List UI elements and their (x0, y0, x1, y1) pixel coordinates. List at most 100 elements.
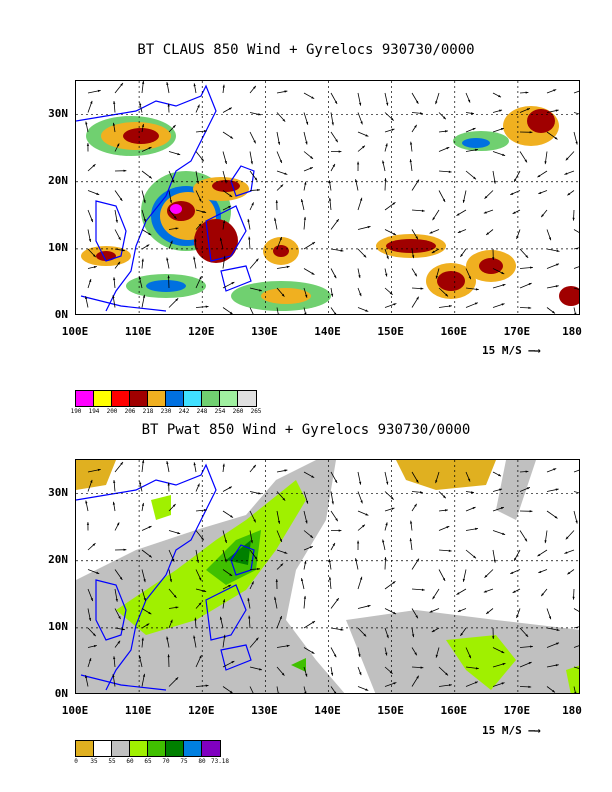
wind-vector-head (483, 211, 487, 214)
lat-tick-label: 10N (48, 619, 68, 633)
wind-vector-head (553, 89, 557, 92)
wind-vector-head (555, 285, 559, 288)
wind-vector-head (328, 197, 332, 201)
wind-vector-head (148, 611, 152, 615)
wind-vector-head (414, 652, 417, 656)
wind-vector-head (525, 255, 529, 258)
wind-vector-head (393, 232, 397, 235)
wind-vector-head (258, 492, 262, 495)
bottom-map-panel (75, 459, 580, 694)
wind-vector-head (530, 645, 533, 648)
wind-vector-head (362, 524, 365, 528)
wind-vector-head (143, 218, 146, 222)
colorbar-label: 242 (178, 408, 190, 415)
wind-vector-head (467, 478, 471, 482)
wind-vector (573, 307, 576, 314)
wind-vector-head (118, 616, 121, 620)
wind-vector-head (86, 143, 90, 146)
wind-vector-head (472, 128, 476, 131)
wind-vector-head (358, 654, 361, 658)
wind-vector-head (525, 470, 529, 473)
wind-vector-head (228, 584, 232, 588)
wind-vector-head (312, 621, 316, 624)
wind-vector-head (340, 628, 344, 631)
wind-vector-head (445, 293, 449, 297)
wind-vector-head (274, 217, 277, 221)
wind-vector-head (224, 180, 227, 184)
wind-vector-head (537, 553, 541, 557)
wind-vector-head (279, 615, 282, 619)
wind-vector-head (193, 83, 196, 87)
wind-vector-head (435, 654, 438, 658)
wind-vector-head (355, 179, 358, 183)
wind-vector-head (173, 595, 177, 598)
wind-vector-head (228, 205, 232, 209)
wind-vector-head (429, 610, 433, 613)
bottom-reference-vector-label: 15 M/S —→ (482, 724, 541, 737)
wind-vector-head (365, 134, 369, 137)
colorbar-label: 35 (90, 758, 98, 765)
wind-vector-head (538, 570, 542, 573)
wind-vector-head (473, 176, 477, 180)
top-map-svg (76, 81, 579, 314)
colorbar-swatch (76, 391, 94, 406)
wind-vector-head (231, 282, 235, 285)
wind-vector (573, 686, 576, 693)
wind-vector-head (555, 488, 559, 491)
wind-vector-head (201, 158, 204, 162)
wind-vector-head (335, 139, 338, 143)
wind-vector-head (204, 129, 207, 133)
top-map-panel (75, 80, 580, 315)
wind-vector-head (118, 237, 121, 241)
wind-vector-head (328, 576, 332, 580)
wind-vector (573, 247, 579, 250)
wind-vector-head (537, 174, 541, 178)
wind-vector-head (415, 100, 419, 104)
wind-vector-head (309, 167, 313, 170)
wind-vector-head (277, 141, 281, 145)
wind-vector-head (281, 293, 285, 297)
wind-vector-head (203, 589, 207, 593)
wind-vector-head (474, 681, 478, 684)
wind-vector-head (448, 170, 452, 173)
wind-vector-head (116, 522, 120, 526)
wind-vector-head (253, 464, 256, 468)
wind-vector-head (113, 656, 116, 660)
wind-vector-head (432, 217, 435, 221)
wind-vector-head (303, 595, 307, 599)
wind-vector-head (448, 304, 452, 308)
wind-vector-head (525, 91, 529, 94)
wind-vector-head (390, 117, 394, 121)
wind-vector-head (193, 462, 196, 466)
wind-vector-head (338, 529, 342, 532)
wind-vector-head (555, 109, 559, 112)
wind-vector-head (198, 198, 202, 202)
wind-vector-head (86, 522, 90, 525)
wind-vector-head (358, 102, 362, 106)
wind-vector (573, 645, 579, 648)
wind-vector-head (544, 540, 547, 544)
wind-vector-head (175, 677, 179, 681)
wind-vector-head (173, 216, 177, 219)
wind-vector-head (172, 125, 176, 128)
wind-vector-head (528, 662, 532, 665)
wind-vector-head (331, 122, 334, 126)
wind-vector-head (250, 540, 253, 544)
wind-vector-head (90, 219, 93, 223)
wind-vector-head (340, 249, 344, 252)
wind-vector-head (115, 219, 118, 223)
wind-vector (573, 90, 579, 94)
wind-vector-head (384, 557, 387, 560)
wind-vector-head (444, 130, 448, 133)
wind-vector-head (284, 551, 288, 554)
wind-vector-head (166, 636, 169, 640)
wind-vector-head (385, 143, 388, 147)
wind-vector-head (85, 296, 88, 300)
wind-vector-head (328, 559, 331, 563)
wind-vector-head (359, 293, 362, 297)
wind-vector-head (199, 276, 202, 280)
wind-vector-head (356, 540, 360, 544)
wind-vector-head (258, 113, 262, 116)
wind-vector-head (172, 558, 175, 562)
wind-vector-head (172, 504, 176, 507)
